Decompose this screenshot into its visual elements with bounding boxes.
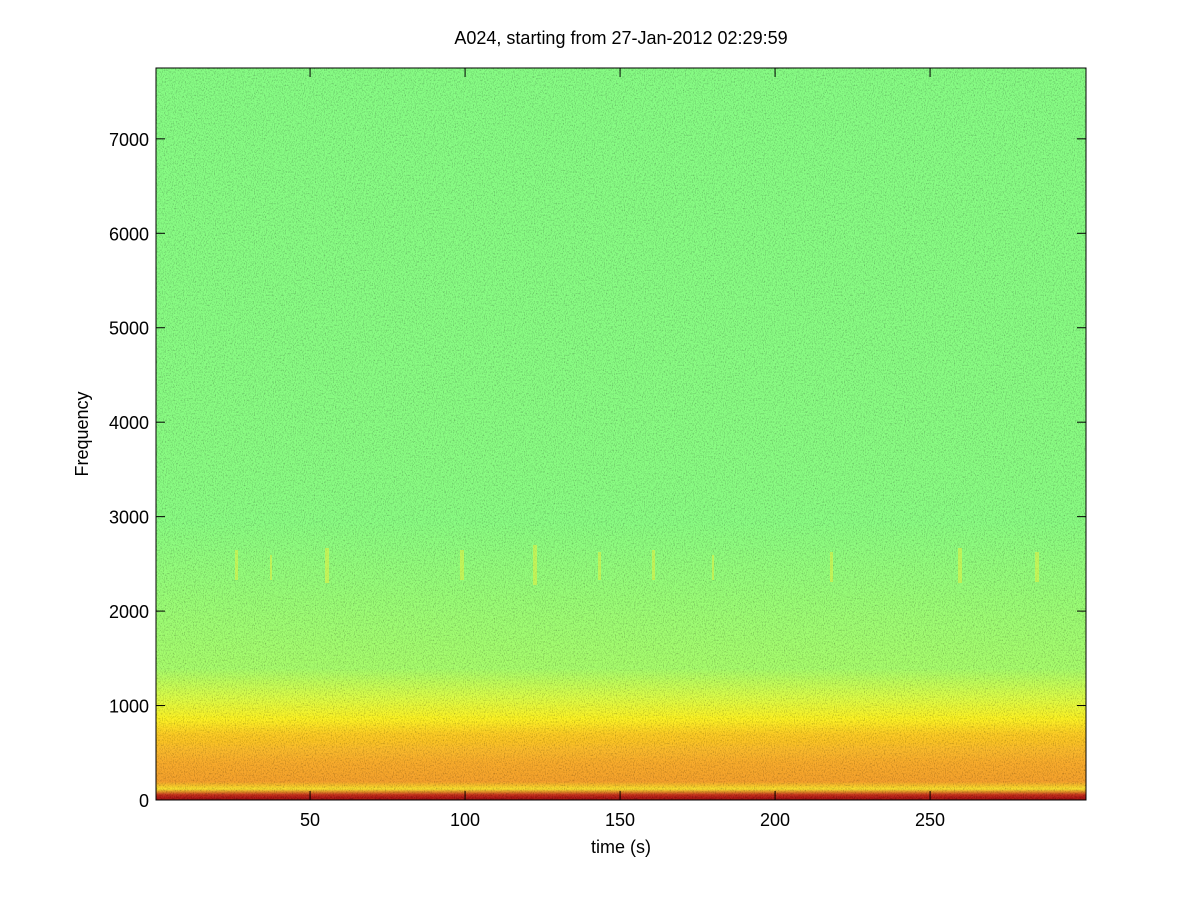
y-tick-label: 2000 [109, 602, 149, 622]
plot-area [155, 67, 1087, 801]
y-tick-label: 1000 [109, 697, 149, 717]
x-tick-label: 250 [915, 810, 945, 830]
axes-box [155, 67, 1087, 801]
x-axis-label: time (s) [591, 837, 651, 857]
y-tick-label: 7000 [109, 130, 149, 150]
y-tick-label: 5000 [109, 319, 149, 339]
streaks [235, 545, 1039, 585]
x-tick-label: 100 [450, 810, 480, 830]
y-tick-label: 3000 [109, 508, 149, 528]
y-tick-label: 4000 [109, 413, 149, 433]
spectrogram-image [156, 68, 1086, 800]
y-tick-label: 0 [139, 791, 149, 811]
x-tick-label: 150 [605, 810, 635, 830]
y-tick-label: 6000 [109, 224, 149, 244]
x-tick-label: 200 [760, 810, 790, 830]
x-tick-label: 50 [300, 810, 320, 830]
chart-title: A024, starting from 27-Jan-2012 02:29:59 [454, 28, 787, 48]
y-axis-label: Frequency [72, 391, 92, 476]
